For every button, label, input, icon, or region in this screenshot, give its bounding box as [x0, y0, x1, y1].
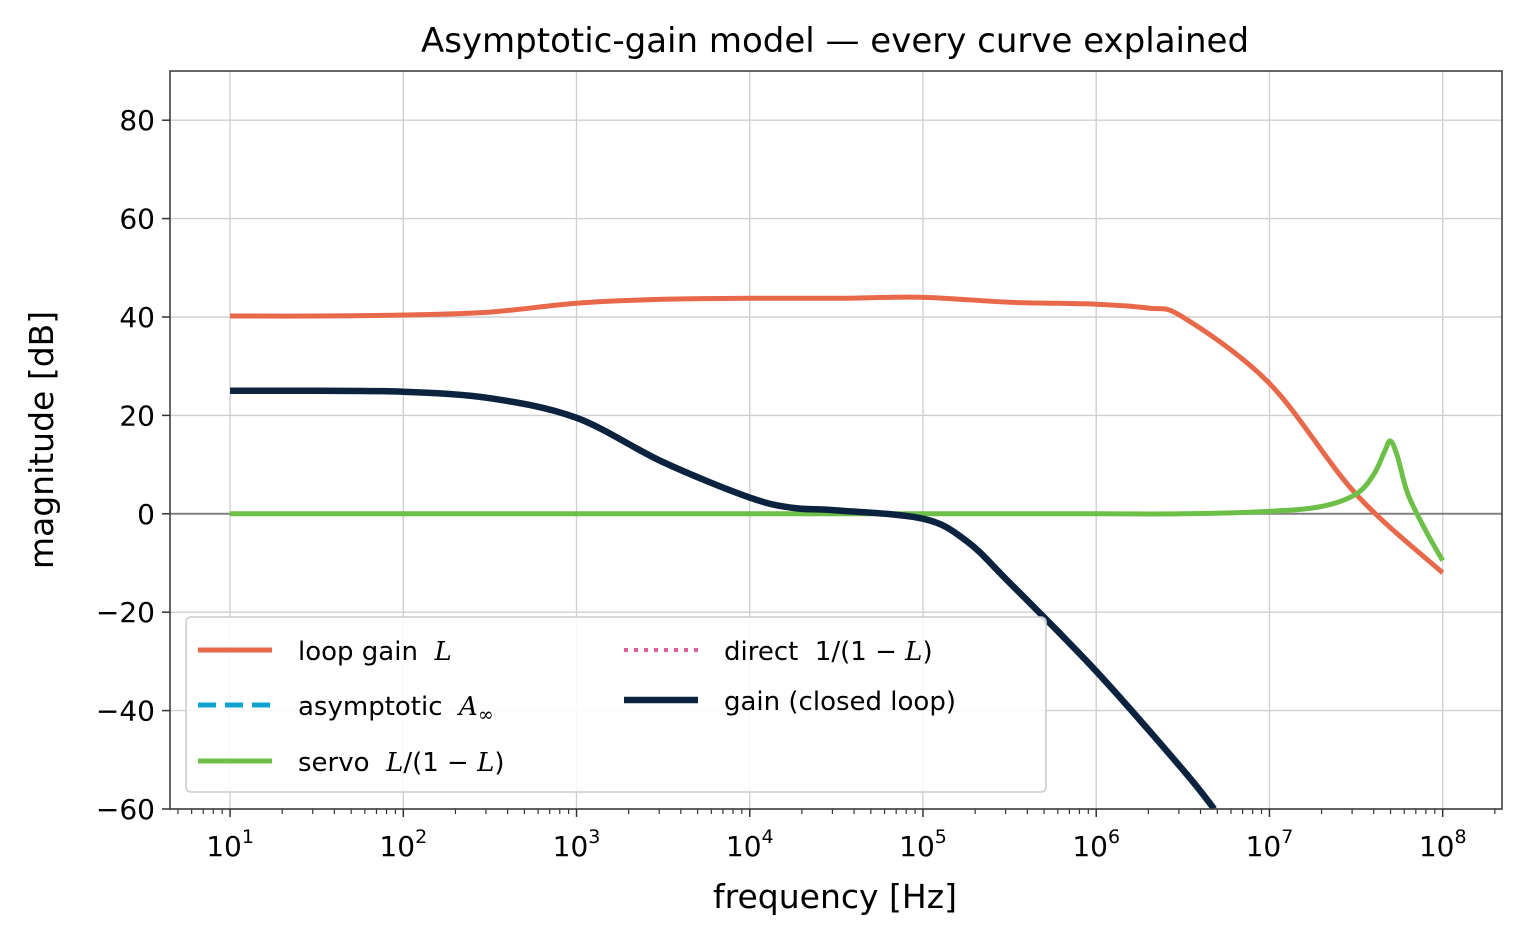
y-tick-label: 0: [137, 498, 155, 531]
x-tick-label: 103: [553, 826, 601, 863]
x-axis: 101 102 103 104 105 106 107 108: [177, 809, 1496, 863]
legend-label: direct 1/(1 − L): [724, 637, 933, 667]
y-tick-label: −40: [96, 695, 155, 728]
series-line: [230, 438, 1445, 562]
legend-label: gain (closed loop): [724, 687, 956, 717]
legend-label: loop gain L: [298, 637, 452, 667]
legend-box: [185, 616, 1047, 793]
x-tick-label: 106: [1072, 826, 1120, 863]
plot-frame: [169, 70, 1503, 810]
legend-label: asymptotic A∞: [298, 692, 494, 726]
y-tick-label: −20: [96, 596, 155, 629]
x-tick-label: 104: [726, 826, 774, 863]
x-tick-label: 108: [1419, 826, 1467, 863]
y-tick-label: 40: [119, 301, 155, 334]
y-axis: −60 −40 −20 0 20 40 60 80: [96, 104, 170, 826]
legend: loop gain L asymptotic A∞ servo L/(1 − L) d…: [185, 616, 1047, 793]
series-line: [230, 387, 1217, 809]
y-axis-label: magnitude [dB]: [22, 311, 61, 569]
x-tick-label: 101: [206, 826, 254, 863]
plot-area: [169, 70, 1503, 810]
series-line: [230, 294, 1445, 575]
series-layer: [230, 294, 1445, 809]
y-tick-label: 20: [119, 399, 155, 432]
legend-items: loop gain L asymptotic A∞ servo L/(1 − L) d…: [198, 637, 956, 778]
y-tick-label: −60: [96, 793, 155, 826]
x-axis-label: frequency [Hz]: [713, 877, 957, 916]
y-tick-label: 60: [119, 203, 155, 236]
y-tick-label: 80: [119, 104, 155, 137]
x-tick-label: 107: [1246, 826, 1294, 863]
chart-title: Asymptotic-gain model — every curve expl…: [421, 21, 1249, 61]
legend-label: servo L/(1 − L): [298, 748, 505, 778]
x-tick-label: 102: [379, 826, 427, 863]
x-tick-label: 105: [899, 826, 947, 863]
